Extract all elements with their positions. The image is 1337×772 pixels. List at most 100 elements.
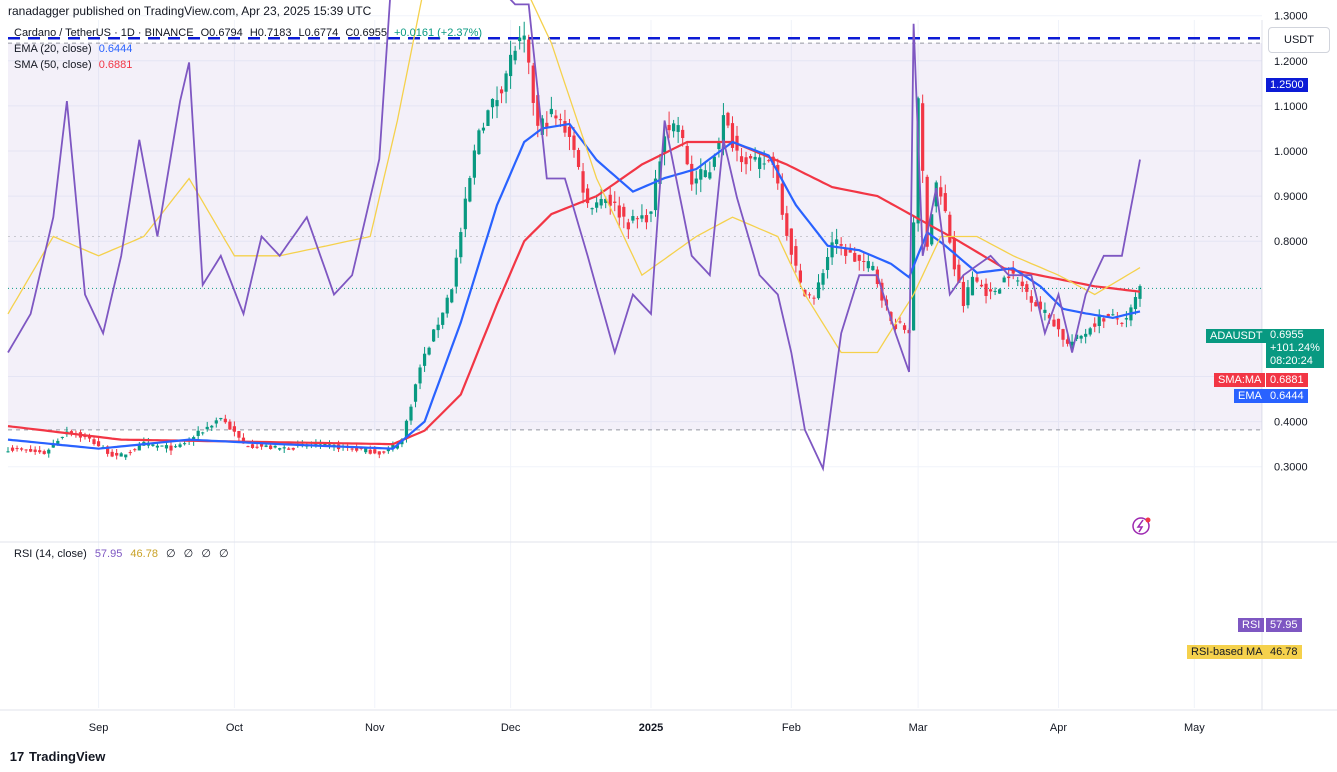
- candle-body: [182, 443, 187, 445]
- candle-body: [499, 89, 504, 94]
- candle-body: [255, 446, 259, 448]
- candle-body: [889, 312, 893, 322]
- candle-body: [364, 448, 368, 453]
- candle-body: [798, 270, 802, 283]
- candle-body: [250, 444, 255, 448]
- candle-body: [975, 277, 979, 282]
- candle-body: [875, 269, 879, 284]
- candle-body: [472, 150, 476, 178]
- candle-body: [346, 445, 350, 448]
- price-badge-change: +101.24%: [1270, 342, 1320, 354]
- candle-body: [187, 438, 191, 442]
- candle-body: [554, 115, 558, 119]
- candle-body: [672, 123, 676, 132]
- candle-body: [608, 194, 612, 206]
- candle-body: [649, 211, 653, 214]
- candle-body: [413, 384, 418, 402]
- tradingview-brand[interactable]: 17 TradingView: [8, 749, 106, 764]
- candle-body: [1056, 318, 1061, 330]
- candle-body: [518, 37, 522, 42]
- candle-body: [395, 445, 400, 449]
- candle-body: [509, 54, 513, 77]
- rsi-tag-badge: RSI: [1238, 618, 1265, 632]
- candle-body: [830, 242, 834, 258]
- symbol-legend: Cardano / TetherUS · 1D · BINANCE O0.679…: [14, 27, 482, 39]
- symbol-name[interactable]: Cardano / TetherUS · 1D · BINANCE: [14, 27, 194, 39]
- sma-tag-badge: SMA:MA: [1214, 373, 1266, 387]
- rsi-extra-4: ∅: [218, 548, 229, 560]
- candle-body: [1007, 276, 1011, 279]
- price-badge-value: 0.6955: [1270, 329, 1304, 341]
- candle-body: [445, 297, 449, 314]
- candle-body: [486, 110, 490, 126]
- candle-body: [19, 448, 24, 450]
- candle-body: [164, 445, 169, 449]
- candle-body: [296, 444, 300, 446]
- candle-body: [871, 265, 875, 271]
- grid: [0, 15, 1337, 711]
- candle-body: [821, 273, 825, 285]
- rsi-ma-tag-badge: RSI-based MA: [1187, 645, 1267, 659]
- candle-body: [970, 276, 975, 296]
- candle-body: [993, 290, 997, 292]
- time-tick-label: Nov: [365, 722, 385, 734]
- candle-body: [762, 163, 766, 165]
- candle-body: [314, 443, 318, 445]
- candle-body: [1084, 333, 1088, 337]
- candle-body: [15, 448, 19, 450]
- candle-body: [273, 445, 277, 448]
- candles: [6, 21, 1142, 460]
- rsi-legend[interactable]: RSI (14, close) 57.95 46.78 ∅ ∅ ∅ ∅: [14, 547, 234, 560]
- price-tick-label: 0.3000: [1274, 462, 1308, 474]
- candle-body: [961, 281, 966, 306]
- candle-body: [767, 160, 771, 162]
- candle-body: [558, 119, 563, 121]
- candle-body: [441, 312, 445, 325]
- candle-body: [1097, 314, 1101, 326]
- candle-body: [110, 451, 114, 457]
- candle-body: [925, 176, 929, 247]
- candle-body: [676, 125, 680, 132]
- rsi-legend-value: 57.95: [94, 548, 123, 560]
- quote-currency-button[interactable]: USDT: [1268, 27, 1330, 53]
- candle-body: [400, 439, 404, 445]
- candle-body: [336, 444, 341, 450]
- candle-body: [386, 448, 390, 452]
- candle-body: [454, 257, 458, 287]
- candle-body: [1029, 296, 1033, 303]
- candle-body: [930, 214, 934, 245]
- candle-body: [825, 256, 830, 271]
- candle-body: [880, 282, 884, 301]
- candle-body: [10, 447, 15, 451]
- candle-body: [685, 145, 689, 165]
- candle-body: [635, 218, 639, 220]
- rsi-label: RSI (14, close): [14, 548, 87, 560]
- candle-body: [65, 431, 69, 435]
- time-tick-label: Dec: [501, 722, 521, 734]
- candle-body: [943, 193, 947, 212]
- ema-legend[interactable]: EMA (20, close) 0.6444: [14, 43, 132, 55]
- candle-body: [1115, 318, 1119, 320]
- candle-body: [567, 126, 572, 137]
- rsi-extra-1: ∅: [166, 548, 176, 560]
- candle-body: [124, 454, 128, 458]
- candle-body: [898, 321, 902, 323]
- candle-body: [1088, 328, 1092, 335]
- candle-body: [789, 228, 793, 255]
- candle-body: [223, 418, 227, 423]
- candle-body: [563, 121, 567, 133]
- sma-legend[interactable]: SMA (50, close) 0.6881: [14, 59, 132, 71]
- candle-body: [155, 445, 160, 448]
- candle-body: [259, 443, 264, 447]
- candle-body: [907, 330, 911, 334]
- candle-body: [173, 446, 178, 448]
- candle-body: [1106, 314, 1110, 317]
- candle-body: [536, 95, 540, 126]
- candle-body: [1133, 297, 1138, 310]
- alert-icon[interactable]: [1132, 517, 1151, 535]
- candle-body: [730, 123, 735, 148]
- candle-body: [481, 127, 486, 131]
- sma-value: 0.6881: [98, 59, 133, 71]
- candle-body: [495, 100, 499, 107]
